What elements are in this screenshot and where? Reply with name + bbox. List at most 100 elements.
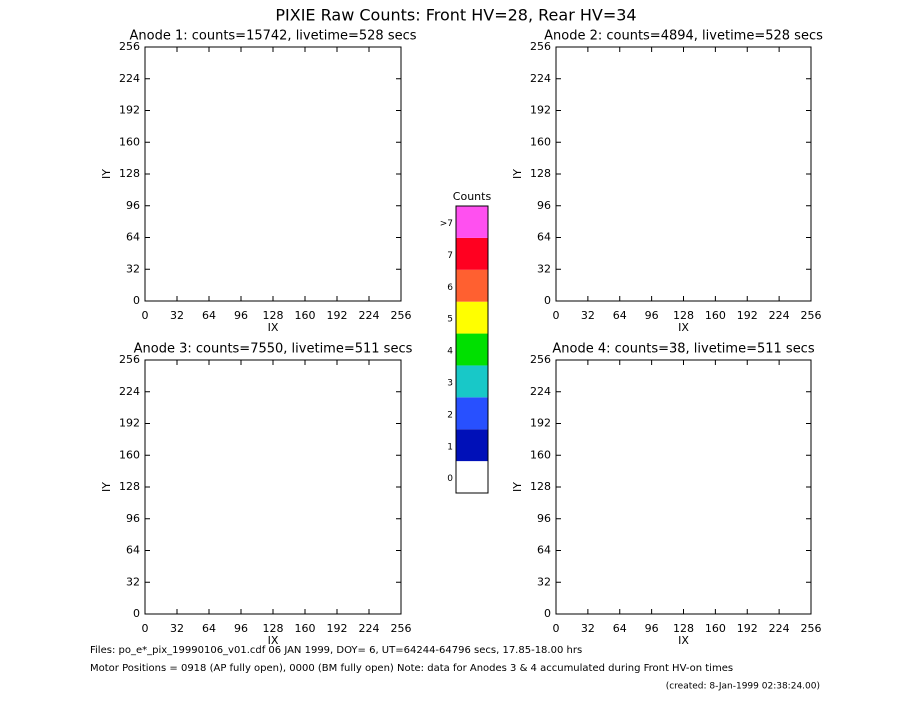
y-tick-label: 128 (530, 167, 551, 180)
colorbar-frame (455, 205, 489, 494)
plot-frame (555, 46, 812, 302)
x-tick-label: 128 (673, 309, 694, 322)
x-tick-label: 32 (581, 309, 595, 322)
footer-files: Files: po_e*_pix_19990106_v01.cdf 06 JAN… (90, 645, 582, 656)
y-tick-label: 256 (119, 353, 140, 366)
x-tick-label: 64 (613, 622, 627, 635)
color-box (456, 206, 488, 238)
x-tick-label: 64 (202, 622, 216, 635)
x-tick-label: 224 (359, 309, 380, 322)
color-box (456, 397, 488, 430)
y-tick-label: 256 (530, 40, 551, 53)
x-tick-label: 160 (705, 622, 726, 635)
colorbar-label: 0 (447, 474, 453, 484)
y-tick-label: 128 (119, 480, 140, 493)
y-tick-label: 128 (530, 480, 551, 493)
x-tick-label: 256 (801, 622, 822, 635)
y-axis-label: IY (100, 169, 113, 179)
y-tick-label: 96 (126, 199, 140, 212)
y-tick-label: 224 (530, 72, 551, 85)
x-tick-label: 160 (295, 622, 316, 635)
x-tick-label: 64 (613, 309, 627, 322)
y-tick-label: 160 (530, 135, 551, 148)
y-tick-label: 32 (537, 575, 551, 588)
colorbar-label: 3 (447, 378, 453, 388)
y-tick-label: 224 (119, 385, 140, 398)
x-tick-label: 32 (581, 622, 595, 635)
plot-frame (555, 359, 812, 615)
y-tick-label: 224 (119, 72, 140, 85)
y-tick-label: 0 (133, 607, 140, 620)
y-tick-label: 96 (126, 512, 140, 525)
x-tick-label: 192 (737, 309, 758, 322)
footer-created: (created: 8-Jan-1999 02:38:24.00) (666, 682, 820, 692)
color-box (456, 429, 488, 462)
x-tick-label: 96 (234, 622, 248, 635)
x-tick-label: 96 (645, 309, 659, 322)
panel-title: Anode 2: counts=4894, livetime=528 secs (544, 29, 823, 44)
x-axis-label: IX (678, 634, 689, 647)
y-tick-label: 192 (119, 417, 140, 430)
y-tick-label: 64 (537, 231, 551, 244)
y-tick-label: 160 (530, 448, 551, 461)
color-box (456, 365, 488, 398)
y-tick-label: 160 (119, 135, 140, 148)
x-axis-label: IX (678, 321, 689, 334)
x-tick-label: 64 (202, 309, 216, 322)
x-tick-label: 32 (170, 622, 184, 635)
x-tick-label: 192 (327, 309, 348, 322)
color-box (456, 301, 488, 334)
panel-title: Anode 1: counts=15742, livetime=528 secs (129, 29, 416, 44)
y-tick-label: 256 (530, 353, 551, 366)
y-tick-label: 0 (133, 294, 140, 307)
x-tick-label: 256 (391, 622, 412, 635)
colorbar-label: 6 (447, 283, 453, 293)
y-tick-label: 128 (119, 167, 140, 180)
x-tick-label: 0 (142, 622, 149, 635)
y-tick-label: 0 (544, 607, 551, 620)
y-axis-label: IY (511, 169, 524, 179)
x-tick-label: 224 (359, 622, 380, 635)
y-tick-label: 32 (126, 575, 140, 588)
panel-title: Anode 3: counts=7550, livetime=511 secs (134, 342, 413, 357)
figure-title: PIXIE Raw Counts: Front HV=28, Rear HV=3… (275, 6, 636, 25)
x-tick-label: 256 (801, 309, 822, 322)
y-tick-label: 64 (126, 231, 140, 244)
x-tick-label: 0 (142, 309, 149, 322)
x-axis-label: IX (268, 321, 279, 334)
x-tick-label: 128 (263, 622, 284, 635)
panel-title: Anode 4: counts=38, livetime=511 secs (552, 342, 814, 357)
colorbar-label: 4 (447, 347, 453, 357)
y-tick-label: 0 (544, 294, 551, 307)
x-tick-label: 32 (170, 309, 184, 322)
y-tick-label: 192 (119, 104, 140, 117)
plot-frame (144, 359, 402, 615)
colorbar-title: Counts (453, 190, 492, 203)
y-tick-label: 96 (537, 512, 551, 525)
color-box (456, 269, 488, 302)
x-tick-label: 96 (645, 622, 659, 635)
color-box (456, 333, 488, 366)
colorbar-label: 7 (447, 251, 453, 261)
x-tick-label: 128 (263, 309, 284, 322)
footer-motor: Motor Positions = 0918 (AP fully open), … (90, 663, 733, 674)
x-tick-label: 160 (705, 309, 726, 322)
y-tick-label: 96 (537, 199, 551, 212)
y-axis-label: IY (100, 482, 113, 492)
colorbar-label: 5 (447, 315, 453, 325)
colorbar-label: 1 (447, 442, 453, 452)
x-tick-label: 224 (769, 309, 790, 322)
y-tick-label: 256 (119, 40, 140, 53)
x-tick-label: 256 (391, 309, 412, 322)
color-box (456, 461, 488, 493)
y-axis-label: IY (511, 482, 524, 492)
x-tick-label: 0 (553, 622, 560, 635)
x-tick-label: 160 (295, 309, 316, 322)
x-tick-label: 128 (673, 622, 694, 635)
x-tick-label: 96 (234, 309, 248, 322)
y-tick-label: 192 (530, 104, 551, 117)
x-tick-label: 192 (327, 622, 348, 635)
plot-frame (144, 46, 402, 302)
y-tick-label: 32 (126, 262, 140, 275)
